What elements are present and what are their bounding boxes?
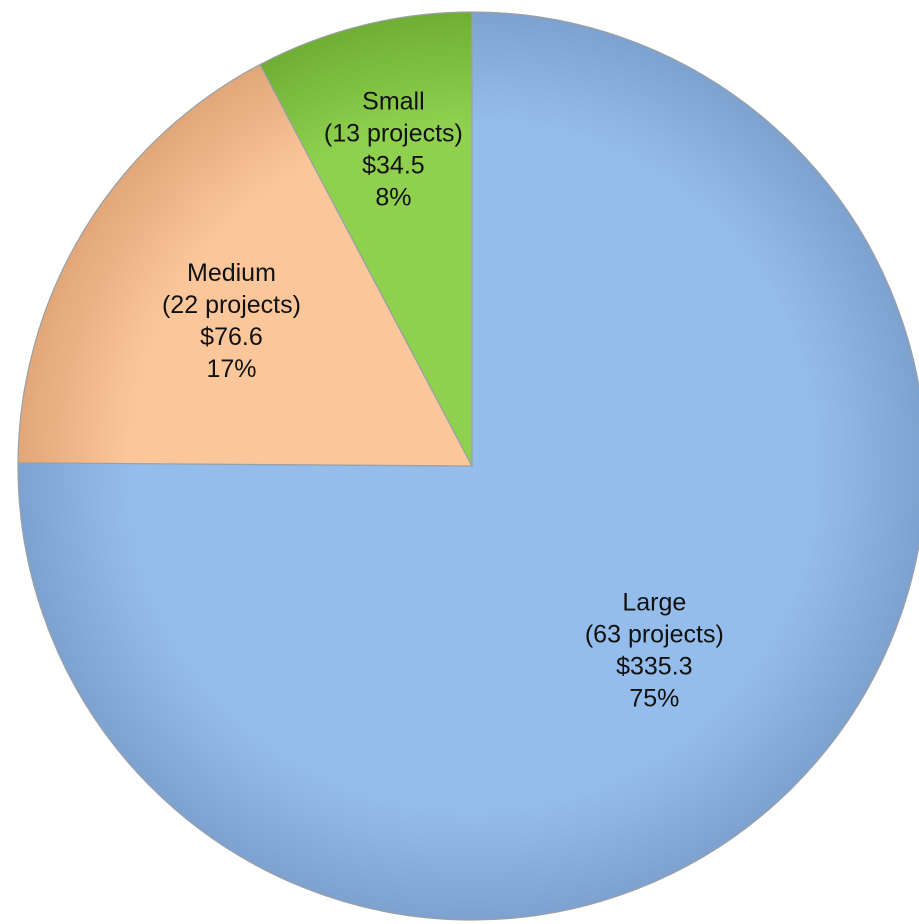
data-label-medium-line-4: 17% (206, 355, 256, 383)
data-label-small-line-1: Small (362, 88, 425, 116)
labels-layer: Large (63 projects) $335.3 75% Medium (22 pro… (162, 88, 724, 713)
data-label-medium-line-2: (22 projects) (162, 291, 301, 319)
data-label-large-line-4: 75% (629, 685, 679, 713)
data-label-medium-line-1: Medium (187, 259, 276, 287)
data-label-small-line-4: 8% (375, 184, 411, 212)
pie-slice-large (17, 11, 919, 921)
data-label-large: Large (63 projects) $335.3 75% (585, 589, 724, 713)
data-label-small: Small (13 projects) $34.5 8% (324, 88, 463, 212)
slices-layer (17, 11, 919, 921)
data-label-medium: Medium (22 projects) $76.6 17% (162, 259, 301, 383)
pie-slice-medium (17, 63, 473, 467)
data-label-small-line-2: (13 projects) (324, 120, 463, 148)
data-label-large-line-3: $335.3 (616, 653, 692, 681)
data-label-large-line-1: Large (622, 589, 686, 617)
data-label-medium-line-3: $76.6 (200, 323, 263, 351)
pie-slice-small (259, 11, 473, 467)
data-label-small-line-3: $34.5 (362, 152, 425, 180)
data-label-large-line-2: (63 projects) (585, 621, 724, 649)
